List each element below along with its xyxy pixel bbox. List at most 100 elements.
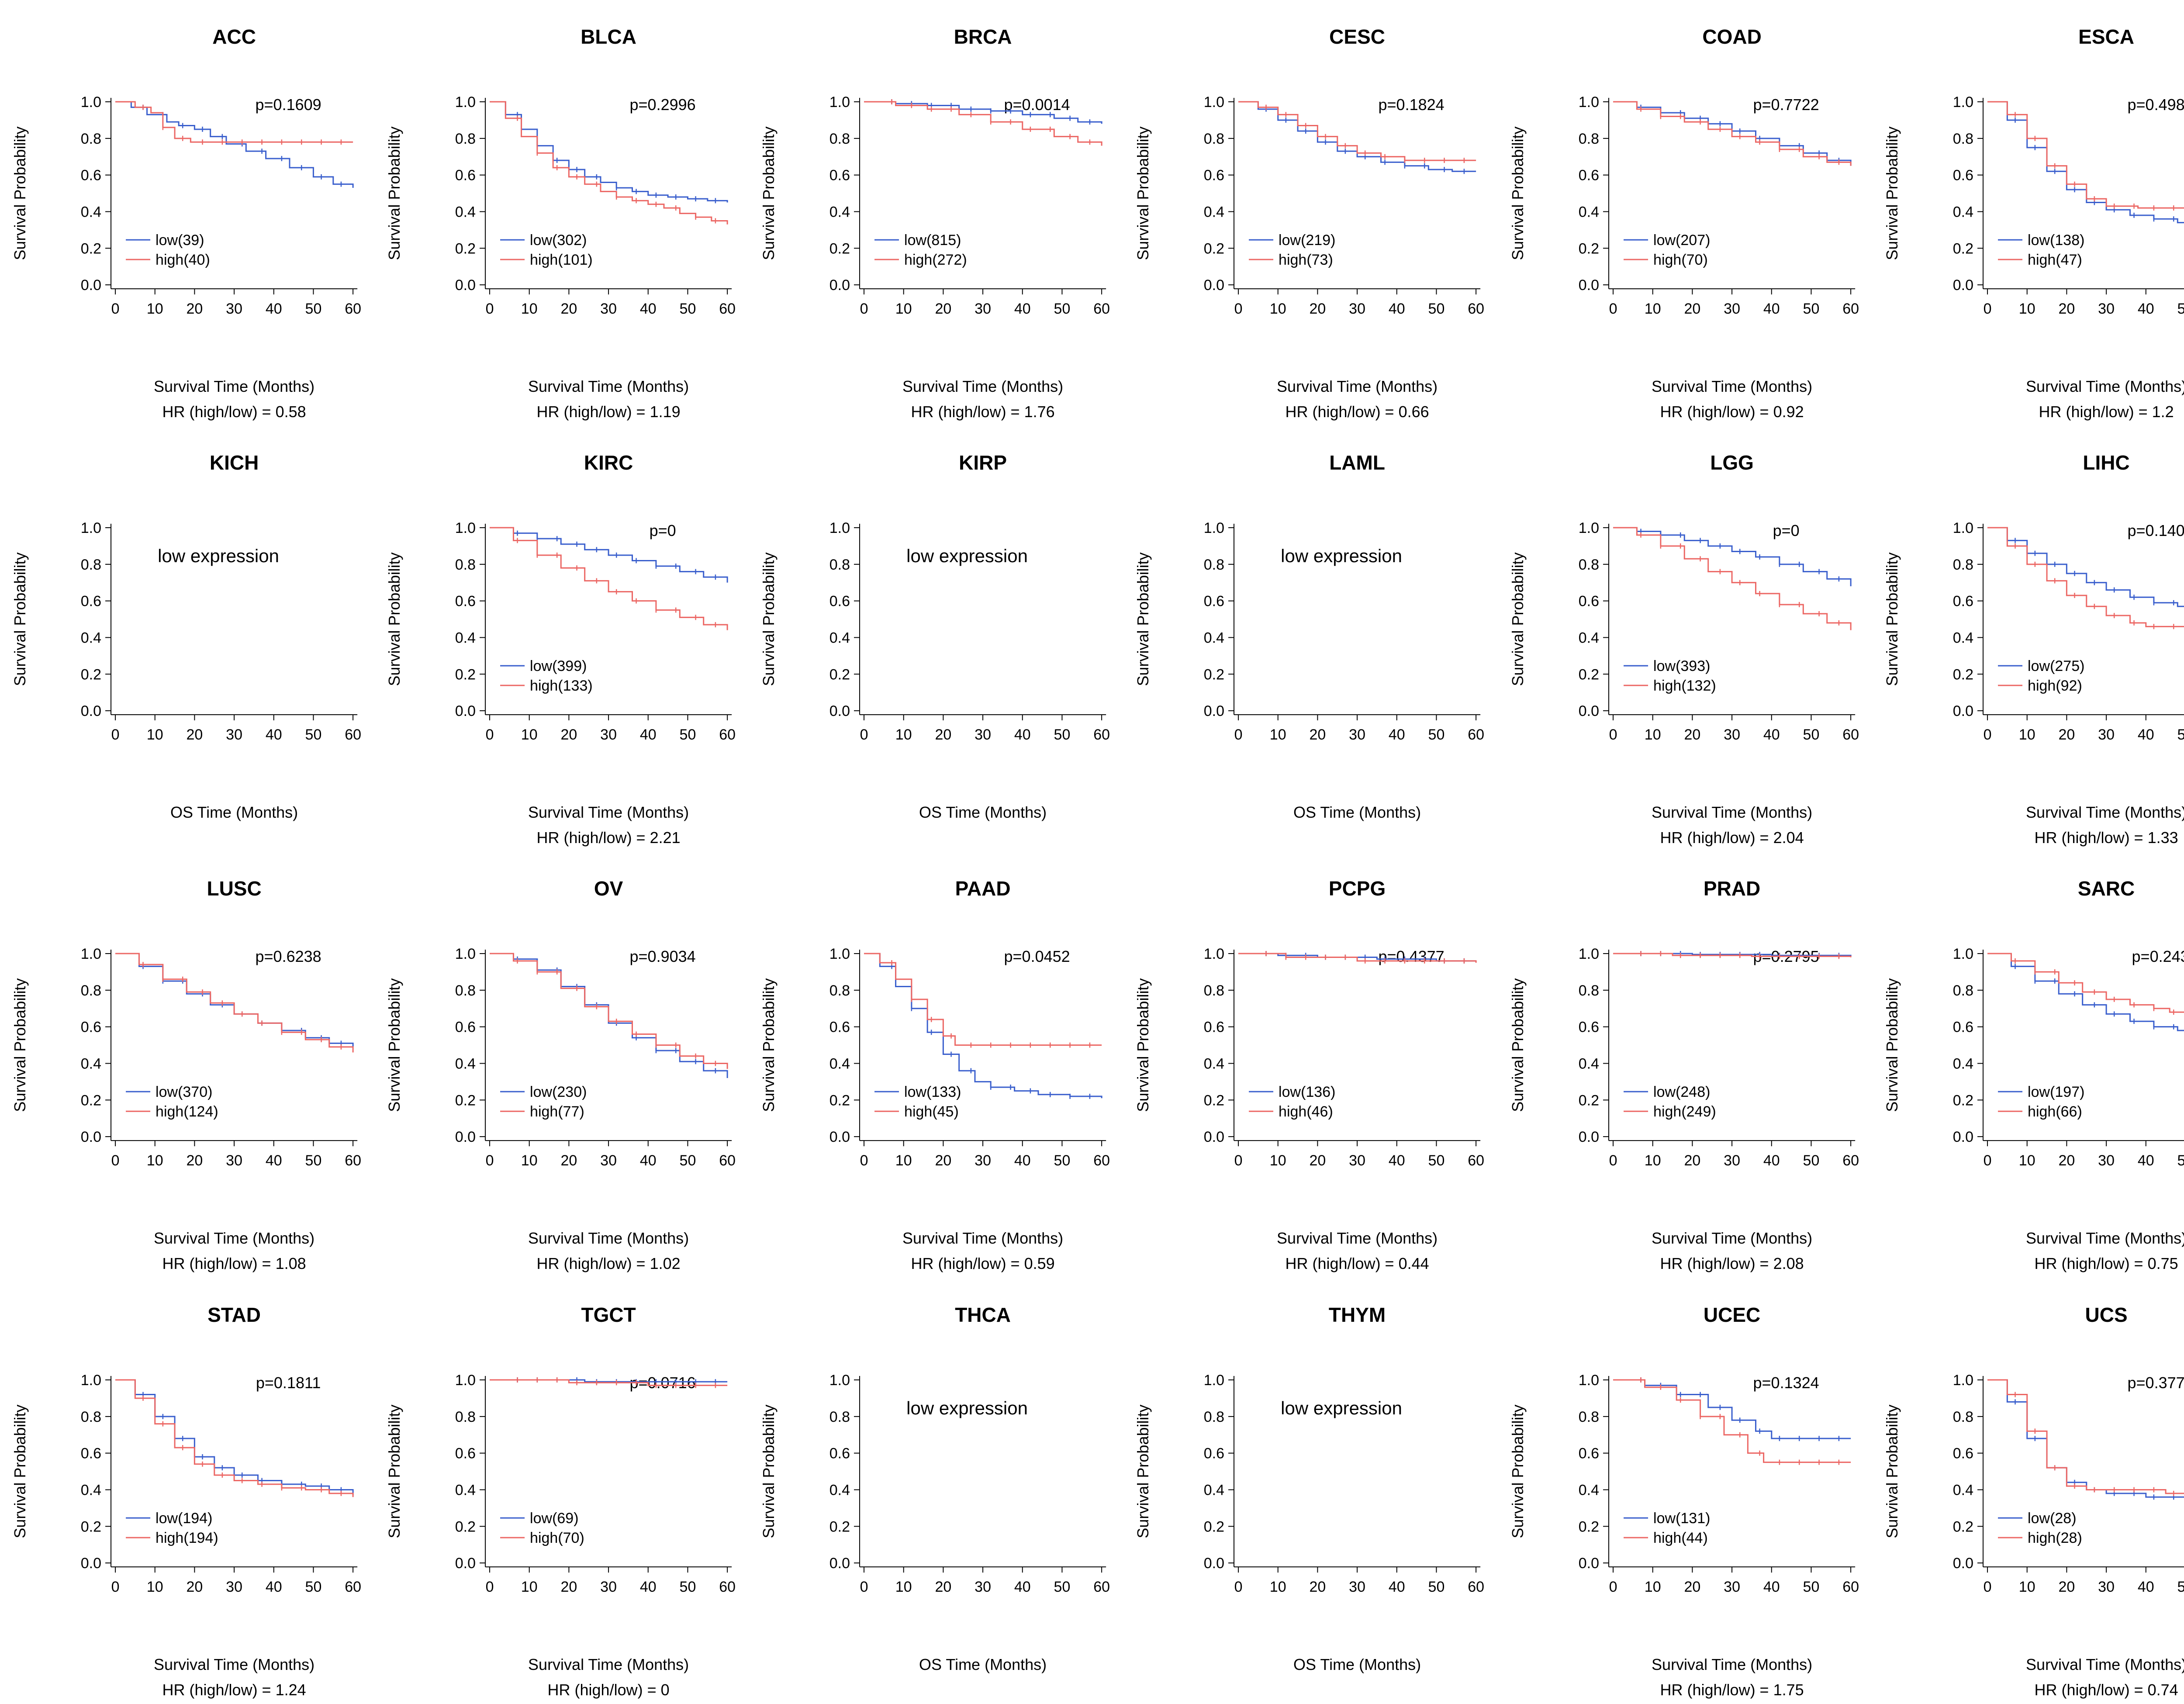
hr-label: HR (high/low) = 0.75 (2034, 1255, 2178, 1273)
hr-label: HR (high/low) = 0.92 (1660, 403, 1804, 421)
p-value: p=0.1811 (256, 1374, 321, 1392)
x-tick-label: 40 (1389, 1579, 1405, 1595)
y-tick-label: 0.0 (1578, 1555, 1599, 1572)
hr-label: HR (high/low) = 1.19 (537, 403, 681, 421)
y-tick-label: 0.6 (455, 1019, 476, 1036)
panel-title: THYM (1329, 1303, 1386, 1326)
x-tick-label: 10 (1644, 1152, 1661, 1169)
km-curve-high (1987, 1379, 2184, 1494)
x-tick-label: 0 (111, 301, 120, 317)
x-axis-label: Survival Time (Months) (154, 1656, 314, 1673)
y-tick-label: 0.8 (1204, 982, 1224, 999)
x-axis-label: Survival Time (Months) (154, 377, 314, 395)
panel-lusc: LUSC Survival Probability 0.0 0.2 0.4 0.6 0.8 1… (0, 852, 374, 1278)
y-tick-label: 0.6 (1204, 1019, 1224, 1036)
y-tick-label: 0.8 (1578, 1408, 1599, 1425)
legend-label-high: high(92) (2028, 677, 2082, 694)
km-plot-brca: BRCA Survival Probability 0.0 0.2 0.4 0.6 0.8 1… (760, 25, 1110, 421)
panel-kirp: KIRP Survival Probability 0.0 0.2 0.4 0.6 0.8 1… (749, 426, 1123, 852)
y-tick-label: 0.6 (81, 1019, 101, 1036)
y-tick-label: 0.6 (1578, 593, 1599, 610)
x-axis-label: Survival Time (Months) (2026, 803, 2184, 821)
legend-label-low: low(207) (1653, 232, 1710, 249)
x-tick-label: 40 (1389, 726, 1405, 743)
y-tick-label: 1.0 (81, 94, 101, 111)
panel-title: OV (594, 877, 623, 900)
p-value: p=0.4981 (2127, 96, 2184, 114)
x-tick-label: 10 (895, 1579, 912, 1595)
y-tick-label: 1.0 (829, 94, 850, 111)
x-tick-label: 50 (1428, 301, 1445, 317)
y-tick-label: 0.4 (1204, 1482, 1224, 1498)
y-tick-label: 0.4 (1204, 204, 1224, 220)
x-tick-label: 20 (186, 1579, 203, 1595)
x-tick-label: 30 (2098, 301, 2115, 317)
y-tick-label: 0.8 (1204, 131, 1224, 147)
panel-thca: THCA Survival Probability 0.0 0.2 0.4 0.6 0.8 1… (749, 1278, 1123, 1704)
legend-label-low: low(399) (530, 658, 587, 674)
p-value: p=0 (650, 522, 676, 539)
panel-title: BLCA (581, 25, 636, 48)
hr-label: HR (high/low) = 2.08 (1660, 1255, 1804, 1273)
x-axis-label: Survival Time (Months) (902, 377, 1063, 395)
y-tick-label: 0.6 (81, 593, 101, 610)
x-tick-label: 30 (1349, 1152, 1366, 1169)
km-curve-high (490, 527, 728, 630)
hr-label: HR (high/low) = 1.24 (162, 1681, 306, 1699)
y-tick-label: 0.2 (455, 666, 476, 683)
y-tick-label: 1.0 (81, 520, 101, 536)
y-tick-label: 0.2 (1578, 240, 1599, 257)
km-plot-coad: COAD Survival Probability 0.0 0.2 0.4 0.6 0.8 1… (1509, 25, 1859, 421)
legend-label-low: low(136) (1279, 1084, 1335, 1100)
x-tick-label: 10 (521, 301, 538, 317)
y-tick-label: 0.4 (1578, 204, 1599, 220)
x-tick-label: 0 (111, 1579, 120, 1595)
y-tick-label: 0.0 (1578, 703, 1599, 719)
x-tick-label: 30 (1349, 726, 1366, 743)
x-tick-label: 30 (975, 1579, 991, 1595)
x-tick-label: 0 (1983, 1579, 1991, 1595)
x-tick-label: 20 (561, 301, 577, 317)
y-axis-label: Survival Probability (385, 1404, 403, 1538)
panel-title: PAAD (955, 877, 1011, 900)
x-tick-label: 10 (1270, 301, 1286, 317)
x-axis-label: Survival Time (Months) (1277, 377, 1438, 395)
y-axis-label: Survival Probability (1509, 553, 1527, 686)
y-tick-label: 0.6 (455, 593, 476, 610)
y-tick-label: 0.8 (1952, 982, 1973, 999)
y-tick-label: 0.6 (1952, 1445, 1973, 1462)
x-tick-label: 10 (147, 726, 163, 743)
legend-label-high: high(66) (2028, 1103, 2082, 1120)
km-plot-esca: ESCA Survival Probability 0.0 0.2 0.4 0.6 0.8 1… (1883, 25, 2184, 421)
x-tick-label: 10 (1644, 726, 1661, 743)
y-axis-label: Survival Probability (760, 978, 778, 1112)
km-curve-high (1987, 527, 2184, 628)
x-tick-label: 30 (1724, 1579, 1740, 1595)
y-tick-label: 0.0 (829, 277, 850, 294)
km-curve-low (1987, 527, 2184, 607)
km-curve-low (864, 953, 1102, 1099)
y-tick-label: 0.6 (1204, 1445, 1224, 1462)
y-axis-label: Survival Probability (1509, 127, 1527, 260)
x-tick-label: 40 (640, 1579, 657, 1595)
x-tick-label: 20 (935, 1579, 952, 1595)
x-tick-label: 50 (305, 1152, 322, 1169)
p-value: p=0.9034 (630, 947, 696, 965)
km-curve-high (490, 1379, 728, 1386)
y-tick-label: 0.0 (1952, 277, 1973, 294)
km-curve-low (115, 953, 354, 1047)
km-curve-high (115, 1379, 354, 1497)
x-tick-label: 20 (1310, 1152, 1326, 1169)
km-curve-high (1613, 1379, 1851, 1463)
empty-note: low expression (906, 1398, 1028, 1418)
y-tick-label: 0.6 (81, 1445, 101, 1462)
y-tick-label: 0.2 (1952, 1518, 1973, 1535)
y-tick-label: 0.6 (1952, 167, 1973, 184)
km-curve-high (1987, 953, 2184, 1013)
y-axis-label: Survival Probability (385, 553, 403, 686)
y-tick-label: 0.0 (455, 1129, 476, 1145)
x-tick-label: 50 (305, 301, 322, 317)
x-tick-label: 30 (1724, 726, 1740, 743)
panel-title: KICH (210, 451, 259, 474)
x-tick-label: 30 (226, 726, 242, 743)
